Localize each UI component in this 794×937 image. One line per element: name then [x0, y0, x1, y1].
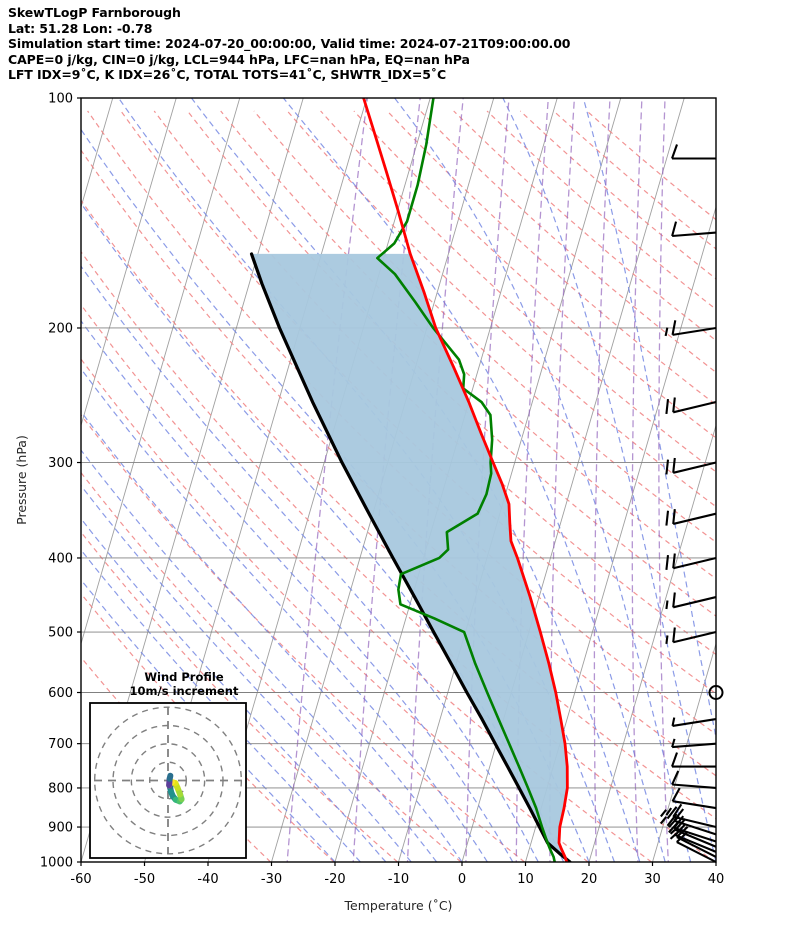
wind-barb	[665, 397, 717, 415]
wind-barb	[660, 806, 717, 836]
dry-adiabat-line	[87, 110, 716, 735]
temperature-tick-label: 0	[458, 872, 466, 887]
header-line-times: Simulation start time: 2024-07-20_00:00:…	[8, 36, 571, 52]
moist-adiabat-line	[81, 549, 361, 862]
temperature-tick-label: -10	[388, 872, 409, 887]
isotherm-line	[81, 98, 241, 646]
temperature-tick-label: -50	[134, 872, 155, 887]
moist-adiabat-line	[81, 449, 438, 862]
moist-adiabat-line	[81, 517, 387, 862]
mixing-ratio-line	[631, 98, 643, 862]
moist-adiabat-line	[81, 410, 463, 862]
dry-adiabat-line	[81, 250, 716, 862]
dry-adiabat-line	[81, 414, 525, 862]
header-line-indices-2: LFT IDX=9˚C, K IDX=26˚C, TOTAL TOTS=41˚C…	[8, 67, 447, 83]
wind-profile-hodograph	[89, 702, 247, 859]
pressure-tick-label: 400	[48, 551, 73, 566]
temperature-tick-label: 20	[581, 872, 598, 887]
isotherm-line	[81, 98, 177, 428]
temperature-tick-label: -20	[324, 872, 345, 887]
dry-adiabat-line	[81, 531, 398, 862]
temperature-tick-label: -60	[70, 872, 91, 887]
pressure-tick-label: 700	[48, 737, 73, 752]
wind-inset-title-line1: Wind Profile	[144, 670, 224, 684]
wind-barb	[671, 144, 716, 160]
moist-adiabat-line	[582, 98, 716, 741]
moist-adiabat-line	[502, 98, 716, 862]
wind-barb	[671, 787, 717, 810]
dewpoint-curve	[376, 98, 557, 862]
dry-adiabat-line	[81, 149, 716, 777]
pressure-tick-label: 600	[48, 686, 73, 701]
pressure-tick-label: 300	[48, 456, 73, 471]
moist-adiabat-line	[282, 98, 666, 862]
wind-barb	[671, 752, 716, 768]
temperature-tick-label: 40	[708, 872, 725, 887]
temperature-tick-label: -40	[197, 872, 218, 887]
wind-barb	[664, 320, 717, 337]
hodograph-ring	[130, 743, 206, 818]
header-line-coords: Lat: 51.28 Lon: -0.78	[8, 20, 153, 36]
moist-adiabat-line	[81, 578, 336, 862]
pressure-tick-label: 800	[48, 781, 73, 796]
wind-barb	[665, 803, 717, 829]
hodograph-ring	[148, 761, 188, 800]
pressure-tick-label: 500	[48, 626, 73, 641]
mixing-ratio-line	[658, 98, 669, 862]
isotherm-line	[398, 98, 622, 862]
header-line-title: SkewTLogP Farnborough	[8, 5, 181, 20]
moist-adiabat-line	[81, 484, 412, 862]
wind-inset-title-line2: 10m/s increment	[129, 684, 239, 698]
wind-barb	[665, 553, 717, 570]
isotherm-line	[652, 642, 716, 862]
cape-shading-area	[251, 253, 570, 862]
temperature-tick-label: 10	[517, 872, 534, 887]
pressure-tick-label: 1000	[40, 856, 73, 871]
wind-barb	[665, 509, 717, 526]
wind-barb	[665, 457, 717, 475]
moist-adiabat-line	[81, 265, 539, 862]
x-axis-label: Temperature (˚C)	[344, 898, 453, 913]
isotherm-line	[780, 98, 794, 862]
hodograph-trace-segment	[166, 772, 174, 782]
pressure-tick-label: 100	[48, 92, 73, 107]
wind-barb	[671, 221, 717, 238]
wind-profile-inset-title: Wind Profile 10m/s increment	[104, 670, 264, 698]
temperature-tick-label: 30	[644, 872, 661, 887]
isotherm-line	[715, 860, 716, 862]
isotherm-line	[588, 423, 716, 862]
y-axis-label: Pressure (hPa)	[14, 435, 29, 525]
pressure-tick-label: 200	[48, 321, 73, 336]
pressure-tick-label: 900	[48, 821, 73, 836]
wind-barb	[665, 627, 717, 645]
header-text-block: SkewTLogP Farnborough Lat: 51.28 Lon: -0…	[8, 5, 788, 83]
wind-barbs-group	[660, 144, 724, 863]
sounding-curves-group	[249, 98, 572, 862]
dry-adiabat-line	[81, 471, 462, 862]
wind-barb	[671, 738, 717, 749]
header-line-indices-1: CAPE=0 j/kg, CIN=0 j/kg, LCL=944 hPa, LF…	[8, 51, 470, 67]
moist-adiabat-line	[81, 319, 514, 862]
mixing-ratio-line	[593, 98, 611, 862]
moist-adiabat-line	[81, 367, 488, 862]
wind-barb	[671, 770, 717, 790]
temperature-curve	[362, 98, 569, 862]
wind-barb	[671, 717, 717, 727]
parcel-path-curve	[249, 252, 572, 862]
wind-barb	[665, 592, 717, 610]
temperature-tick-label: -30	[261, 872, 282, 887]
